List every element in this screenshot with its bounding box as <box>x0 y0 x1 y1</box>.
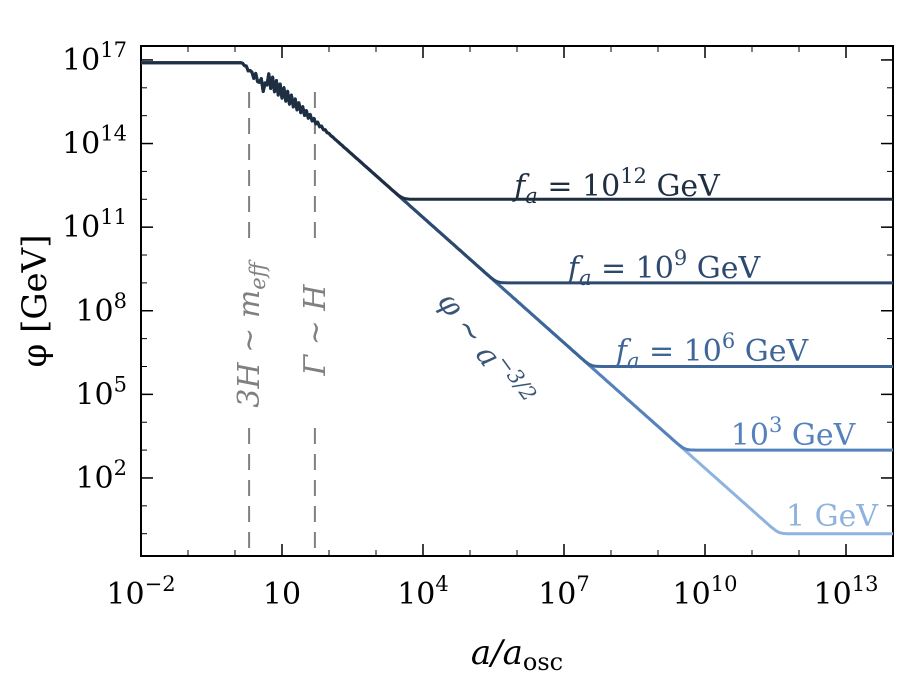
curve-labels: 3H ∼ meff Γ ∼ H fa = 1012 GeV fa = 109 GeV f… <box>232 164 879 534</box>
x-tick-label: 107 <box>538 572 590 612</box>
y-tick-label: 1014 <box>62 122 127 162</box>
series-label: fa = 106 GeV <box>614 329 810 373</box>
x-tick-labels: 10−2 10 104 107 1010 1013 <box>106 572 878 612</box>
plot-area <box>140 45 894 557</box>
y-tick-label: 105 <box>75 372 127 412</box>
series-curves <box>141 61 893 536</box>
major-ticks <box>140 46 893 556</box>
vertical-guide-lines <box>248 92 316 556</box>
x-tick-label: 104 <box>397 572 449 612</box>
vline-label: 3H ∼ meff <box>232 259 270 407</box>
y-tick-label: 102 <box>75 456 127 496</box>
series-label: 103 GeV <box>731 413 857 453</box>
y-axis-title: φ [GeV] <box>15 235 55 368</box>
x-tick-label: 1013 <box>814 572 879 612</box>
y-tick-label: 1017 <box>62 38 127 78</box>
series-label: fa = 1012 GeV <box>512 164 721 208</box>
y-tick-label: 1011 <box>62 205 127 245</box>
y-tick-label: 108 <box>75 289 127 329</box>
series-label: fa = 109 GeV <box>566 246 762 290</box>
vline-label: Γ ∼ H <box>298 284 333 377</box>
x-tick-label: 10 <box>263 577 301 612</box>
series-line <box>141 61 893 201</box>
slope-annotation: φ ∼ a−3/2 <box>430 283 541 415</box>
y-tick-labels: 102 105 108 1011 1014 1017 <box>62 38 127 496</box>
x-tick-label: 10−2 <box>106 572 175 612</box>
x-tick-label: 1010 <box>673 572 738 612</box>
x-axis-title: a/aosc <box>471 633 563 676</box>
series-label: 1 GeV <box>786 499 879 534</box>
